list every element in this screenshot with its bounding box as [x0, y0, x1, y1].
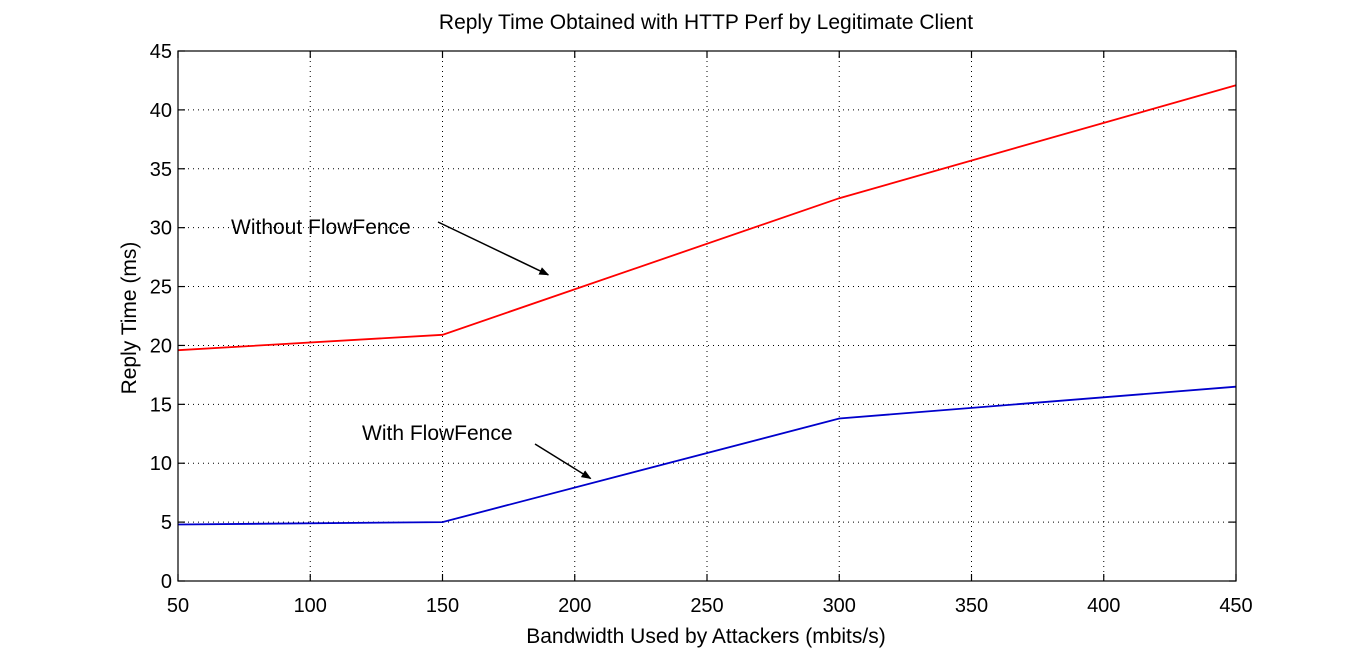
y-tick-labels: 0 5 10 15 20 25 30 35 40 45: [150, 41, 172, 593]
y-tick-label: 25: [150, 277, 172, 299]
y-tick-label: 45: [150, 41, 172, 63]
x-tick-label: 50: [167, 595, 189, 617]
x-tick-label: 150: [426, 595, 459, 617]
x-tick-label: 350: [955, 595, 988, 617]
y-tick-label: 5: [161, 512, 172, 534]
annotation-arrow-without-flowfence: [437, 221, 550, 276]
y-tick-label: 15: [150, 394, 172, 416]
y-tick-label: 20: [150, 335, 172, 357]
annotations: Without FlowFence With FlowFence: [231, 216, 592, 480]
x-tick-label: 400: [1087, 595, 1120, 617]
series-line-without-flowfence: [177, 84, 1237, 352]
y-tick-label: 10: [150, 453, 172, 475]
axis-ticks: [177, 50, 1237, 582]
annotation-without-flowfence: Without FlowFence: [231, 216, 411, 239]
y-axis-label: Reply Time (ms): [118, 242, 141, 395]
x-tick-label: 100: [294, 595, 327, 617]
x-axis-label: Bandwidth Used by Attackers (mbits/s): [526, 625, 885, 648]
y-tick-label: 35: [150, 159, 172, 181]
y-tick-label: 40: [150, 100, 172, 122]
x-tick-labels: 50 100 150 200 250 300 350 400 450: [167, 595, 1253, 617]
x-tick-label: 250: [690, 595, 723, 617]
series-line-with-flowfence: [177, 385, 1237, 526]
chart-title: Reply Time Obtained with HTTP Perf by Le…: [439, 11, 973, 34]
grid-lines: [178, 51, 1236, 581]
x-tick-label: 200: [558, 595, 591, 617]
annotation-arrow-with-flowfence: [534, 443, 592, 480]
y-tick-label: 0: [161, 571, 172, 593]
x-tick-label: 450: [1219, 595, 1252, 617]
x-tick-label: 300: [823, 595, 856, 617]
y-tick-label: 30: [150, 218, 172, 240]
annotation-with-flowfence: With FlowFence: [362, 422, 513, 445]
series-layer: [177, 84, 1237, 526]
